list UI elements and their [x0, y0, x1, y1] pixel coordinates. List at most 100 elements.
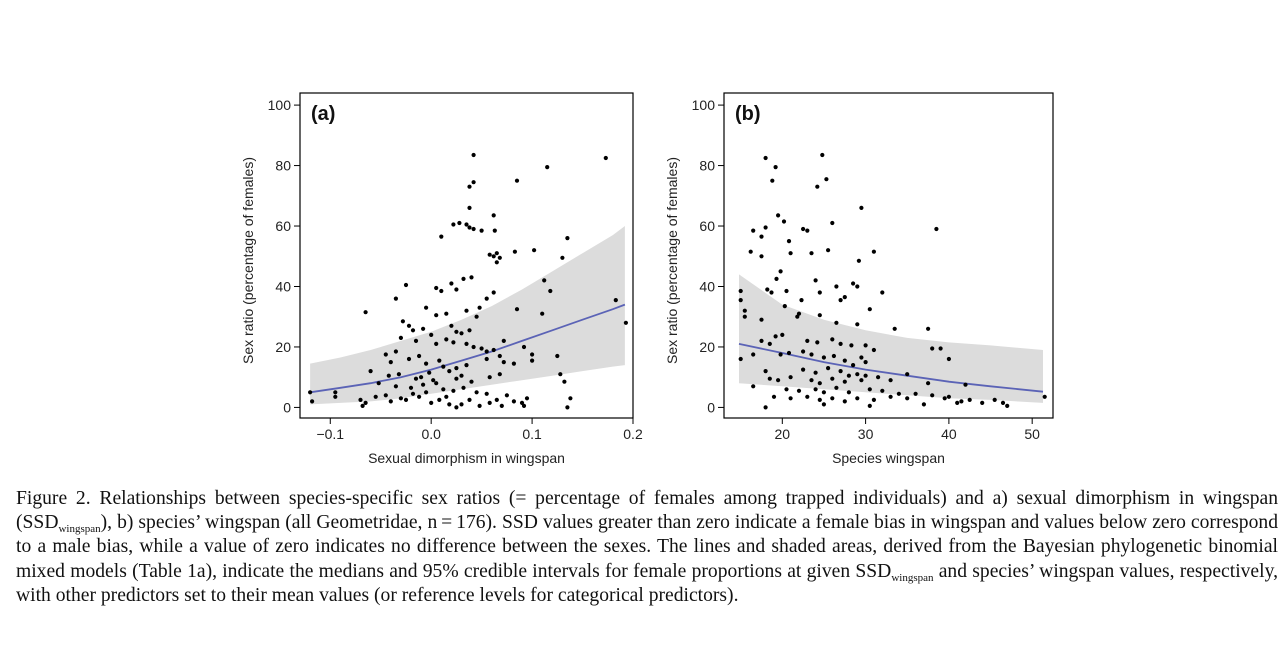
data-point — [799, 298, 804, 303]
data-point — [451, 388, 456, 393]
data-point — [926, 326, 931, 331]
data-point — [942, 396, 947, 401]
fit-line — [309, 303, 626, 394]
x-tick-label: 0.0 — [421, 426, 441, 442]
data-point — [427, 370, 432, 375]
data-point — [813, 387, 818, 392]
data-point — [494, 251, 499, 256]
data-point — [859, 355, 864, 360]
data-point — [512, 249, 518, 254]
data-point — [892, 326, 897, 331]
data-point — [333, 390, 338, 395]
data-point — [431, 378, 436, 383]
data-point — [863, 360, 868, 365]
data-point — [497, 255, 502, 260]
data-point — [393, 296, 398, 301]
data-point — [830, 337, 835, 342]
data-point — [759, 338, 764, 343]
data-point — [930, 393, 935, 398]
data-point — [424, 390, 429, 395]
data-point — [1005, 403, 1010, 408]
data-point — [938, 346, 943, 351]
ci-band — [739, 274, 1043, 403]
y-tick-label: 100 — [692, 97, 716, 113]
data-point — [855, 396, 860, 401]
x-tick-label: 40 — [941, 426, 957, 442]
x-tick-label: 20 — [775, 426, 791, 442]
data-point — [484, 296, 489, 301]
data-point — [738, 288, 743, 294]
data-point — [484, 349, 489, 354]
data-point — [454, 287, 459, 292]
data-point — [434, 341, 439, 346]
data-point — [494, 397, 499, 402]
y-tick-label: 100 — [268, 97, 292, 113]
data-point — [464, 341, 469, 346]
data-point — [393, 349, 398, 354]
data-point — [871, 347, 877, 353]
data-point — [398, 396, 403, 401]
x-tick-label: 50 — [1024, 426, 1040, 442]
data-point — [801, 367, 806, 372]
data-point — [451, 340, 456, 345]
data-point — [434, 381, 439, 386]
data-point — [511, 361, 516, 366]
data-point — [383, 352, 388, 357]
panel-a: 0 20 40 60 80 100 −0.1 0.0 0.1 0.2 Sexual dimorphi… — [240, 92, 643, 466]
data-point — [396, 372, 401, 377]
data-point — [851, 363, 856, 368]
data-point — [497, 353, 502, 359]
data-point — [805, 338, 810, 343]
data-point — [880, 388, 885, 393]
data-point — [410, 391, 416, 396]
data-point — [421, 326, 426, 331]
y-tick-label: 60 — [275, 218, 291, 234]
data-point — [955, 400, 960, 405]
data-point — [467, 184, 472, 189]
data-point — [867, 403, 872, 408]
data-point — [467, 397, 472, 402]
data-point — [613, 298, 618, 303]
data-point — [784, 387, 789, 392]
data-point — [905, 396, 910, 401]
data-point — [859, 378, 864, 383]
data-point — [474, 314, 479, 319]
data-point — [424, 361, 429, 366]
data-point — [776, 378, 781, 383]
data-point — [491, 290, 496, 295]
data-point — [1042, 394, 1047, 399]
data-point — [867, 387, 872, 392]
data-point — [801, 349, 806, 354]
data-point — [738, 356, 743, 362]
data-point — [821, 390, 827, 395]
data-points — [738, 152, 1047, 410]
data-point — [842, 358, 847, 363]
data-point — [310, 399, 315, 404]
data-point — [788, 396, 793, 401]
data-point — [408, 385, 414, 390]
data-point — [454, 366, 459, 371]
data-point — [781, 219, 787, 224]
data-point — [759, 254, 764, 259]
data-point — [867, 307, 872, 312]
data-point — [388, 399, 393, 404]
data-point — [521, 344, 527, 350]
data-point — [763, 225, 768, 230]
data-point — [856, 258, 862, 263]
data-point — [888, 378, 893, 383]
data-point — [815, 184, 820, 189]
data-point — [514, 178, 520, 183]
y-tick-label: 0 — [283, 399, 291, 415]
data-point — [905, 372, 910, 377]
data-point — [558, 372, 563, 377]
data-point — [410, 328, 416, 333]
data-point — [562, 379, 567, 384]
data-point — [511, 399, 516, 404]
data-point — [449, 281, 454, 286]
data-point — [863, 343, 868, 348]
data-point — [842, 295, 847, 300]
caption-part-2: ), b) species’ wingspan (all Geometridae… — [16, 512, 1278, 582]
data-point — [784, 288, 789, 294]
data-point — [439, 288, 444, 294]
panel-b: 0 20 40 60 80 100 20 30 40 50 Species wingspan Sex … — [664, 92, 1054, 466]
